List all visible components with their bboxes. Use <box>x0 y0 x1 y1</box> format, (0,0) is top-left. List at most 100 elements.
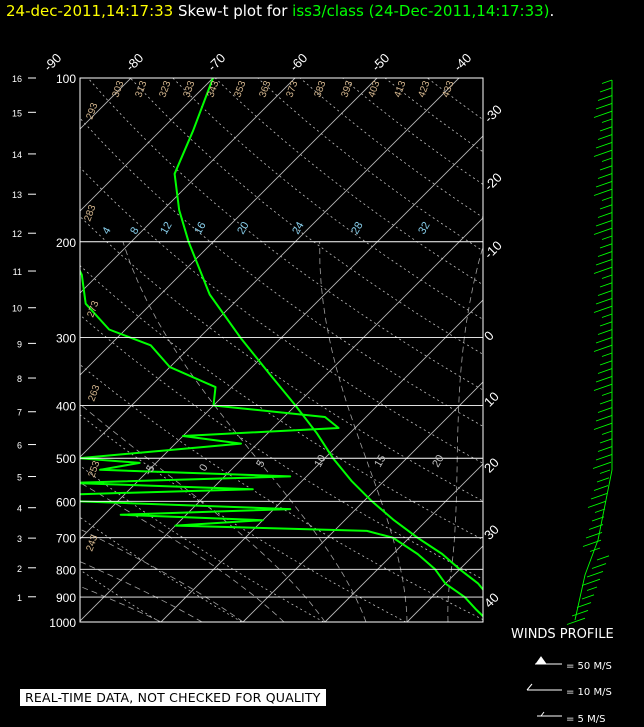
wet-bulb-label: -5 <box>142 463 157 477</box>
dry-adiabat <box>80 215 483 502</box>
dry-adiabat <box>130 78 483 355</box>
wind-barb <box>595 258 613 266</box>
top-temp-label: -70 <box>205 50 229 74</box>
wind-barb <box>595 219 613 227</box>
pressure-label: 100 <box>56 72 76 86</box>
wind-barb <box>566 617 586 625</box>
wind-barb <box>581 578 601 586</box>
wind-barb <box>581 594 595 600</box>
theta-label: 353 <box>232 79 248 99</box>
wind-barb <box>601 118 613 123</box>
height-label: 8 <box>17 374 22 384</box>
wind-legend-barb-10 <box>526 683 562 691</box>
mixing-ratio-label: 28 <box>349 220 366 237</box>
moist-adiabat <box>571 242 644 622</box>
wind-barb <box>586 586 598 591</box>
wind-barb <box>593 266 613 274</box>
theta-label: 313 <box>133 79 149 99</box>
wind-barb <box>595 414 613 422</box>
wind-barb <box>593 422 613 430</box>
top-temp-label: -60 <box>287 50 311 74</box>
height-label: 5 <box>17 473 22 483</box>
wet-bulb-label: 0 <box>197 462 210 473</box>
wind-barb <box>593 188 613 196</box>
moist-adiabat <box>80 482 285 622</box>
wind-barb <box>596 555 610 561</box>
wind-barb <box>593 485 609 491</box>
isotherm-line <box>489 78 644 622</box>
theta-label: 253 <box>86 459 102 479</box>
theta-label: 373 <box>284 79 300 99</box>
height-label: 14 <box>12 150 22 160</box>
theta-label: 393 <box>339 79 355 99</box>
pressure-label: 200 <box>56 236 76 250</box>
top-temp-label: -40 <box>451 50 475 74</box>
right-temp-label: 20 <box>481 455 502 476</box>
wind-barb <box>599 438 613 444</box>
wind-legend-5: = 5 M/S <box>566 714 606 725</box>
right-temp-label: -10 <box>481 238 505 262</box>
wind-barb <box>582 539 602 547</box>
wind-barb <box>595 180 613 188</box>
height-label: 11 <box>13 267 22 277</box>
title-label: Skew-t plot for <box>178 2 288 20</box>
moist-adiabat <box>489 242 603 622</box>
wind-barb <box>595 102 613 110</box>
wind-barb <box>599 87 613 93</box>
wind-barb <box>597 212 613 218</box>
theta-label: 273 <box>85 299 101 319</box>
theta-label: 363 <box>257 79 273 99</box>
pressure-label: 500 <box>56 452 76 466</box>
winds-profile-title: WINDS PROFILE <box>511 627 614 642</box>
wind-barb <box>601 157 613 162</box>
right-temp-label: -30 <box>481 102 505 126</box>
pressure-label: 400 <box>56 400 76 414</box>
mixing-ratio-label: 4 <box>100 225 113 236</box>
dry-adiabat <box>299 78 483 218</box>
temperature-trace <box>173 78 483 592</box>
theta-label: 403 <box>366 79 382 99</box>
wind-barb <box>571 609 589 617</box>
right-temp-label: 10 <box>481 389 502 410</box>
right-temp-label: 30 <box>481 522 502 543</box>
theta-label: 293 <box>84 101 100 121</box>
theta-label: 243 <box>84 533 100 553</box>
theta-label: 303 <box>110 79 126 99</box>
isotherm-line <box>80 78 378 376</box>
height-label: 13 <box>12 190 22 200</box>
pressure-label: 1000 <box>49 616 76 630</box>
height-label: 16 <box>12 74 22 84</box>
mixing-ratio-label: 32 <box>416 220 433 237</box>
wind-barb <box>587 500 607 508</box>
dry-adiabat <box>172 78 483 320</box>
wind-barb <box>599 360 613 366</box>
wind-barb <box>595 141 613 149</box>
wind-barb <box>591 563 607 569</box>
dry-adiabat <box>80 516 243 622</box>
wind-barb <box>590 492 608 500</box>
wind-barb <box>599 243 613 249</box>
wind-barb <box>601 196 613 201</box>
wind-legend-barb-50 <box>535 656 562 665</box>
wind-barb <box>601 430 613 435</box>
wet-bulb-label: 10 <box>312 453 329 470</box>
wind-barb <box>593 344 613 352</box>
isotherm-line <box>80 78 296 294</box>
isotherm-line <box>242 381 483 622</box>
height-label: 12 <box>12 229 22 239</box>
theta-label: 423 <box>416 79 432 99</box>
wind-barb <box>601 235 613 240</box>
top-temp-label: -50 <box>369 50 393 74</box>
wind-barb <box>599 204 613 210</box>
wind-barb <box>597 407 613 413</box>
title-station: iss3/class (24-Dec-2011,14:17:33) <box>292 2 550 20</box>
wind-barb <box>599 165 613 171</box>
title-period: . <box>549 2 555 20</box>
wind-barb <box>595 297 613 305</box>
dry-adiabat <box>214 78 483 286</box>
height-label: 2 <box>17 564 22 574</box>
wind-barb <box>597 251 613 257</box>
height-label: 1 <box>17 593 22 603</box>
height-label: 7 <box>17 408 22 418</box>
